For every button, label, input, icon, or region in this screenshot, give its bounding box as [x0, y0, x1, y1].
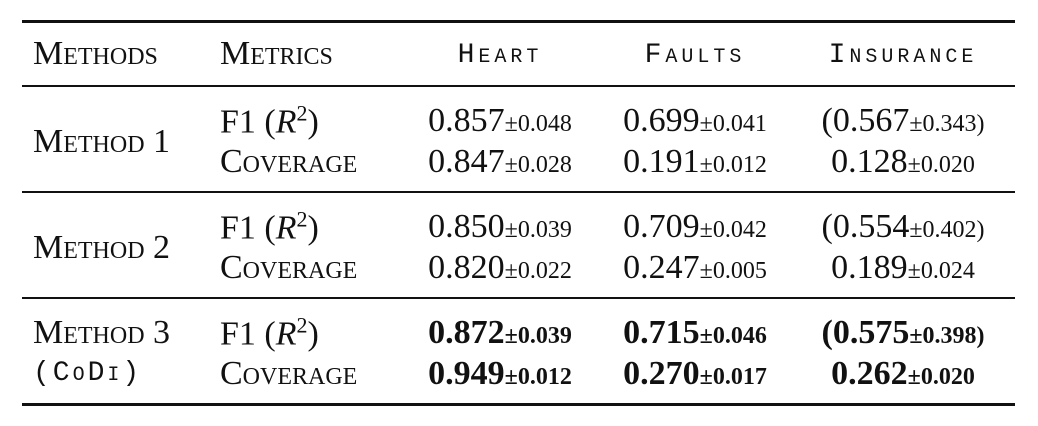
metric-var: R	[275, 315, 297, 353]
bottom-rule	[22, 403, 1015, 406]
method-sub: (CoDi)	[33, 358, 143, 389]
mean: 0.847	[428, 143, 505, 180]
mid-rule	[22, 85, 1015, 87]
mean: 0.270	[623, 355, 700, 392]
header-cell: Metrics	[220, 35, 333, 72]
mean: 0.949	[428, 355, 505, 392]
std: ±0.398)	[909, 323, 985, 349]
std: ±0.022	[504, 258, 572, 284]
metric-sup: 2	[296, 312, 308, 338]
value-cell: 0.820±0.022	[428, 251, 572, 285]
metric-text: F1 (	[220, 315, 276, 353]
method-label: Method 3	[33, 314, 171, 351]
top-rule	[22, 20, 1015, 23]
std: ±0.042	[699, 217, 767, 243]
mean: 0.709	[623, 208, 700, 245]
value-cell: (0.575±0.398)	[822, 316, 985, 350]
std: ±0.402)	[909, 217, 985, 243]
header-cell: Faults	[644, 40, 746, 71]
mean: (0.567	[821, 102, 910, 139]
std: ±0.343)	[909, 111, 985, 137]
method-label: Method 2	[33, 228, 171, 266]
value-cell: 0.857±0.048	[428, 104, 572, 138]
metric-text: Coverage	[220, 355, 358, 392]
header-cell: Methods	[33, 35, 158, 72]
header-cell: Insurance	[828, 40, 978, 71]
metric-text: Coverage	[220, 143, 358, 180]
metric-var: R	[275, 103, 297, 141]
std: ±0.041	[699, 111, 767, 137]
value-cell: (0.554±0.402)	[822, 210, 985, 244]
metric-text: )	[307, 315, 319, 353]
mean: 0.857	[428, 102, 505, 139]
metric-label: F1 (R2)	[220, 314, 319, 351]
value-cell: 0.715±0.046	[623, 316, 767, 350]
std: ±0.046	[699, 323, 767, 349]
value-cell: 0.872±0.039	[428, 316, 572, 350]
std: ±0.028	[504, 152, 572, 178]
std: ±0.012	[699, 152, 767, 178]
std: ±0.020	[907, 152, 975, 178]
header-cell: Heart	[457, 40, 543, 71]
mean: 0.820	[428, 249, 505, 286]
value-cell: 0.191±0.012	[623, 145, 767, 179]
value-cell: 0.850±0.039	[428, 210, 572, 244]
mid-rule	[22, 297, 1015, 299]
std: ±0.005	[699, 258, 767, 284]
value-cell: 0.247±0.005	[623, 251, 767, 285]
mean: 0.262	[831, 355, 908, 392]
value-cell: 0.189±0.024	[831, 251, 975, 285]
value-cell: (0.567±0.343)	[822, 104, 985, 138]
metric-label: Coverage	[220, 145, 357, 179]
value-cell: 0.847±0.028	[428, 145, 572, 179]
mean: 0.715	[623, 314, 700, 351]
metric-sup: 2	[296, 100, 308, 126]
metric-text: F1 (	[220, 209, 276, 247]
value-cell: 0.709±0.042	[623, 210, 767, 244]
metric-label: Coverage	[220, 357, 357, 391]
metric-var: R	[275, 209, 297, 247]
mean: 0.699	[623, 102, 700, 139]
mean: 0.872	[428, 314, 505, 351]
metric-text: F1 (	[220, 103, 276, 141]
std: ±0.020	[907, 364, 975, 390]
mean: 0.247	[623, 249, 700, 286]
std: ±0.024	[907, 258, 975, 284]
value-cell: 0.699±0.041	[623, 104, 767, 138]
value-cell: 0.262±0.020	[831, 357, 975, 391]
value-cell: 0.949±0.012	[428, 357, 572, 391]
mid-rule	[22, 191, 1015, 193]
mean: 0.850	[428, 208, 505, 245]
mean: 0.189	[831, 249, 908, 286]
metric-text: )	[307, 209, 319, 247]
std: ±0.012	[504, 364, 572, 390]
value-cell: 0.128±0.020	[831, 145, 975, 179]
metric-text: Coverage	[220, 249, 358, 286]
value-cell: 0.270±0.017	[623, 357, 767, 391]
metric-label: F1 (R2)	[220, 208, 319, 245]
mean: (0.554	[821, 208, 910, 245]
mean: 0.191	[623, 143, 700, 180]
mean: (0.575	[821, 314, 910, 351]
method-label: Method 1	[33, 122, 171, 160]
std: ±0.017	[699, 364, 767, 390]
metric-text: )	[307, 103, 319, 141]
metric-label: Coverage	[220, 251, 357, 285]
std: ±0.039	[504, 323, 572, 349]
std: ±0.039	[504, 217, 572, 243]
metric-sup: 2	[296, 206, 308, 232]
std: ±0.048	[504, 111, 572, 137]
mean: 0.128	[831, 143, 908, 180]
metric-label: F1 (R2)	[220, 102, 319, 139]
